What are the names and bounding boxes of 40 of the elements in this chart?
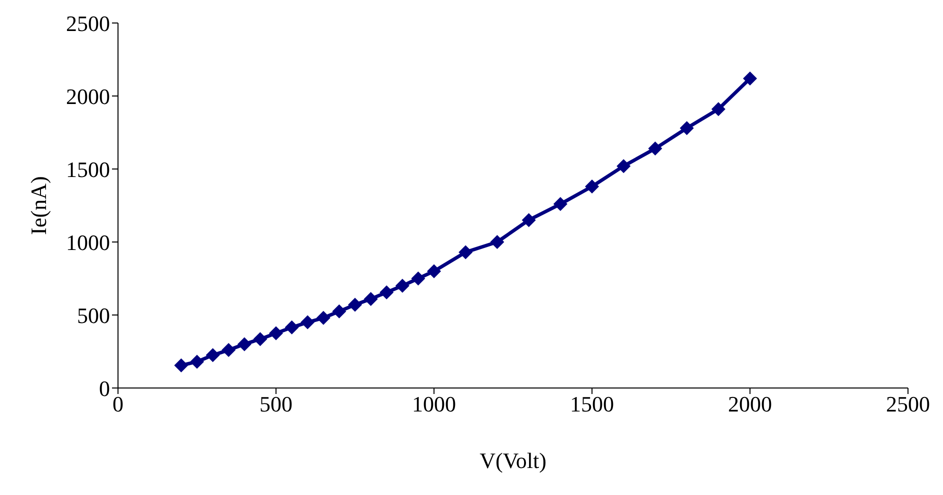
point bbox=[206, 348, 220, 362]
y-axis-title: Ie(nA) bbox=[26, 176, 51, 235]
y-tick-label: 2000 bbox=[66, 84, 110, 109]
point bbox=[411, 272, 426, 286]
point bbox=[616, 159, 631, 174]
point bbox=[458, 245, 473, 260]
point bbox=[743, 71, 757, 86]
x-tick-label: 2000 bbox=[728, 392, 772, 417]
point bbox=[380, 285, 394, 300]
x-tick-label: 500 bbox=[260, 392, 292, 417]
x-tick-label: 2500 bbox=[886, 392, 930, 417]
point bbox=[585, 180, 599, 194]
point bbox=[364, 292, 378, 306]
point bbox=[711, 102, 726, 116]
point bbox=[332, 304, 346, 318]
point bbox=[648, 142, 662, 156]
x-tick-label: 1000 bbox=[412, 392, 456, 417]
point bbox=[395, 278, 410, 293]
point bbox=[427, 264, 441, 278]
point bbox=[490, 235, 504, 249]
point bbox=[553, 197, 568, 212]
point bbox=[284, 320, 299, 334]
y-tick-label: 2500 bbox=[66, 10, 110, 36]
point bbox=[253, 332, 268, 346]
point bbox=[300, 315, 315, 330]
point bbox=[237, 337, 252, 352]
point bbox=[269, 326, 283, 340]
x-tick-label: 1500 bbox=[570, 392, 614, 417]
y-tick-label: 1500 bbox=[66, 156, 110, 182]
point bbox=[348, 298, 362, 312]
point bbox=[522, 213, 536, 228]
point bbox=[680, 121, 694, 136]
y-tick-label: 1000 bbox=[66, 230, 110, 255]
x-axis-title: V(Volt) bbox=[480, 448, 546, 473]
point bbox=[316, 310, 330, 325]
point bbox=[222, 343, 236, 358]
point bbox=[174, 358, 188, 372]
point bbox=[190, 354, 204, 369]
y-tick-label: 500 bbox=[77, 302, 110, 328]
y-tick-label: 0 bbox=[99, 376, 110, 401]
